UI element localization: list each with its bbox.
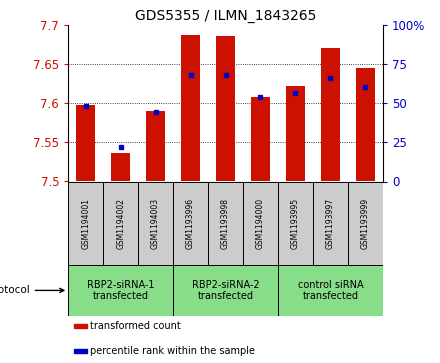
Bar [146, 111, 165, 182]
Bar [313, 182, 348, 265]
Bar [74, 325, 87, 328]
Title: GDS5355 / ILMN_1843265: GDS5355 / ILMN_1843265 [135, 9, 316, 23]
Bar [68, 182, 103, 265]
Text: control siRNA
transfected: control siRNA transfected [297, 280, 363, 301]
Text: RBP2-siRNA-2
transfected: RBP2-siRNA-2 transfected [192, 280, 259, 301]
Bar [278, 182, 313, 265]
Bar [251, 97, 270, 182]
Bar [278, 265, 383, 316]
Bar [173, 182, 208, 265]
Bar [181, 35, 200, 182]
Bar [138, 182, 173, 265]
Text: protocol: protocol [0, 285, 64, 295]
Bar [286, 86, 305, 182]
Text: GSM1193997: GSM1193997 [326, 198, 335, 249]
Text: RBP2-siRNA-1
transfected: RBP2-siRNA-1 transfected [87, 280, 154, 301]
Text: GSM1194002: GSM1194002 [116, 198, 125, 249]
Text: GSM1193995: GSM1193995 [291, 198, 300, 249]
Text: transformed count: transformed count [90, 321, 181, 331]
Bar [356, 68, 375, 182]
Text: GSM1193996: GSM1193996 [186, 198, 195, 249]
Bar [216, 36, 235, 182]
Bar [173, 265, 278, 316]
Bar [76, 105, 95, 182]
Text: GSM1194001: GSM1194001 [81, 198, 90, 249]
Bar [243, 182, 278, 265]
Bar [74, 349, 87, 352]
Bar [321, 48, 340, 182]
Text: GSM1194000: GSM1194000 [256, 198, 265, 249]
Bar [348, 182, 383, 265]
Bar [103, 182, 138, 265]
Bar [111, 152, 130, 182]
Text: GSM1193998: GSM1193998 [221, 198, 230, 249]
Bar [68, 265, 173, 316]
Text: percentile rank within the sample: percentile rank within the sample [90, 346, 255, 356]
Text: GSM1193999: GSM1193999 [361, 198, 370, 249]
Text: GSM1194003: GSM1194003 [151, 198, 160, 249]
Bar [208, 182, 243, 265]
